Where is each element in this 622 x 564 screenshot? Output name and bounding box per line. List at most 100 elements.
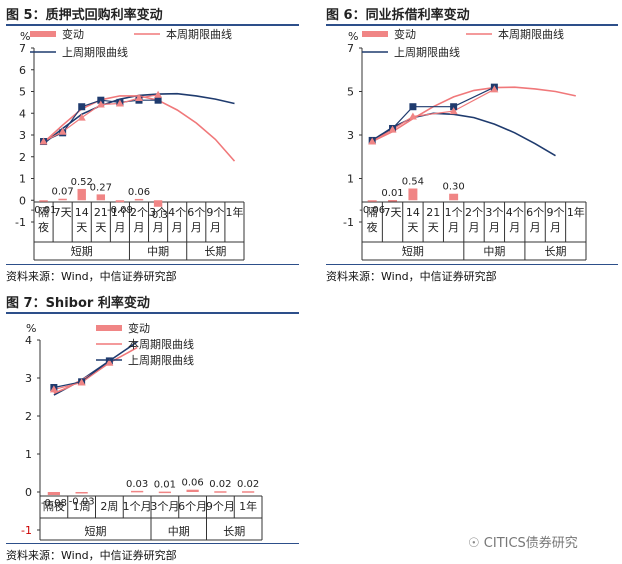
group-label: 长期: [544, 245, 566, 258]
bar-value-label: 0.30: [443, 182, 465, 193]
category-label: 3个: [149, 206, 167, 219]
this-week-curve: [42, 95, 236, 162]
change-bar: [134, 198, 144, 201]
y-tick-label: -1: [21, 524, 32, 537]
this-week-marker: [368, 137, 377, 145]
figure-6-source: 资料来源：Wind，中信证券研究部: [326, 270, 497, 283]
last-week-marker: [78, 103, 86, 111]
y-tick-label: 3: [347, 129, 354, 142]
y-tick-label: 0: [25, 486, 32, 499]
last-week-marker: [409, 103, 417, 111]
y-tick-label: 4: [25, 334, 32, 347]
category-label: 月: [489, 221, 500, 234]
category-label: 月: [530, 221, 541, 234]
figure-5-bottom-rule: [6, 264, 299, 265]
change-bar: [186, 489, 199, 492]
y-tick-label: 3: [19, 129, 26, 142]
change-bar: [75, 492, 88, 494]
category-label: 隔: [38, 206, 49, 219]
category-label: 月: [114, 221, 125, 234]
change-bar: [153, 200, 163, 207]
category-label: 1个: [445, 206, 463, 219]
figure-6-bottom-rule: [326, 264, 618, 265]
legend-label-last-week: 上周期限曲线: [394, 45, 460, 59]
this-week-marker: [77, 378, 86, 386]
y-tick-label: 7: [347, 42, 354, 55]
y-tick-label: 5: [19, 86, 26, 99]
bar-value-label: -0.06: [359, 205, 385, 216]
change-bar: [131, 490, 144, 493]
legend-label-change: 变动: [62, 27, 84, 41]
category-label: 21: [94, 206, 108, 219]
legend-swatch-change: [96, 325, 122, 331]
bar-value-label: -0.09: [107, 205, 133, 216]
figure-7-title: 图 7：Shibor 利率变动: [6, 296, 150, 311]
category-label: 1年: [239, 499, 257, 513]
category-label: 月: [509, 221, 520, 234]
y-tick-label: 7: [19, 42, 26, 55]
legend-label-last-week: 上周期限曲线: [62, 45, 128, 59]
legend-swatch-change: [362, 31, 388, 37]
category-label: 月: [210, 221, 221, 234]
group-label: 中期: [147, 245, 169, 258]
y-tick-label: 3: [25, 372, 32, 385]
y-tick-label: 6: [19, 64, 26, 77]
category-label: 2个: [130, 206, 148, 219]
category-label: 7天: [54, 206, 72, 219]
this-week-marker: [39, 137, 48, 145]
change-bar: [367, 200, 377, 202]
this-week-marker: [77, 113, 86, 121]
chart-6: -1 1 3 5 7% 短期 中期 长期 隔夜 7天 14 天 21 天 1个月 2个月 3个月 4个月 6个月 9个…: [343, 27, 587, 261]
bar-value-label: -0.01: [31, 205, 57, 216]
this-week-marker: [154, 90, 163, 98]
last-week-curve: [371, 112, 556, 157]
category-label: 7天: [384, 206, 402, 219]
figure-7-bottom-rule: [6, 543, 299, 544]
this-week-marker: [96, 100, 105, 108]
legend-label-this-week: 本周期限曲线: [498, 27, 564, 41]
category-label: 14: [75, 206, 89, 219]
change-bar: [58, 198, 67, 201]
y-tick-label: 2: [19, 151, 26, 164]
y-unit-label: %: [20, 30, 30, 43]
this-week-marker: [49, 385, 58, 393]
last-week-curve: [53, 341, 138, 396]
y-tick-label: 5: [347, 86, 354, 99]
wechat-icon: ☉: [468, 536, 480, 551]
watermark: ☉ CITICS债券研究: [468, 532, 578, 551]
category-label: 1周: [73, 500, 91, 513]
category-label: 天: [428, 221, 439, 234]
group-label: 长期: [223, 525, 245, 538]
legend-label-change: 变动: [394, 27, 416, 41]
category-label: 21: [426, 206, 440, 219]
legend-label-this-week: 本周期限曲线: [166, 27, 232, 41]
category-label: 9个: [546, 206, 564, 219]
bar-value-label: 0.52: [71, 177, 93, 188]
bar-value-label: -0.08: [41, 498, 67, 509]
y-tick-label: 2: [25, 410, 32, 423]
y-unit-label: %: [348, 30, 358, 43]
bar-value-label: 0.02: [237, 479, 259, 490]
category-label: 9个: [206, 206, 224, 219]
category-label: 夜: [367, 220, 378, 234]
bar-value-label: 0.27: [90, 182, 112, 193]
category-label: 月: [550, 221, 561, 234]
change-bar: [214, 491, 227, 493]
category-label: 2周: [100, 500, 118, 513]
category-label: 3个: [485, 206, 503, 219]
figure-6-title: 图 6：同业拆借利率变动: [326, 8, 470, 23]
category-label: 隔: [367, 206, 378, 219]
category-label: 14: [406, 206, 420, 219]
group-label: 短期: [85, 524, 107, 538]
this-week-marker: [408, 112, 417, 120]
category-label: 1个月: [123, 500, 152, 513]
figure-7-source: 资料来源：Wind，中信证券研究部: [6, 549, 177, 562]
y-tick-label: -1: [15, 216, 26, 229]
legend-label-this-week: 本周期限曲线: [128, 337, 194, 351]
this-week-marker: [58, 127, 67, 135]
y-tick-label: 1: [347, 173, 354, 186]
legend-label-last-week: 上周期限曲线: [128, 353, 194, 367]
change-bar: [388, 200, 398, 202]
